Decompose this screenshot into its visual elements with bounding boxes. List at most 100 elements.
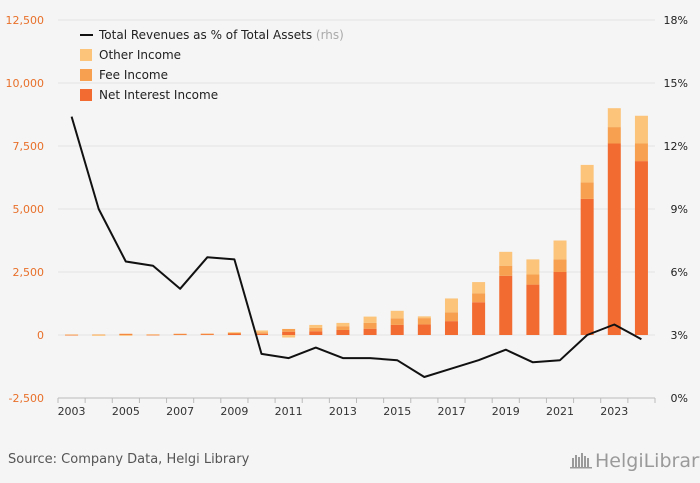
bar-segment [580,182,594,199]
bar-segment [472,282,486,294]
bar-segment [282,335,296,338]
bar-segment [336,326,350,330]
bar-segment [634,161,648,335]
bar-segment [336,329,350,335]
legend-axis-note: (rhs) [316,28,344,42]
x-tick-label: 2011 [275,405,303,418]
bar-segment [119,334,133,336]
bar-segment [417,318,431,325]
brand-name: HelgiLibrary [595,450,700,472]
bar-segment [227,332,241,334]
legend-swatch [80,49,92,61]
bar-segment [417,324,431,335]
x-tick-label: 2005 [112,405,140,418]
bar-segment [227,332,241,334]
x-tick-label: 2015 [383,405,411,418]
y-tick-label-left: 0 [37,329,44,342]
bar-segment [119,335,133,336]
legend-swatch [80,69,92,81]
bar-segment [146,334,160,336]
y-tick-label-left: 2,500 [13,266,45,279]
bar-segment [255,333,269,335]
bar-segment [607,143,621,335]
bar-segment [363,328,377,335]
bar-segment [173,333,187,335]
bar-segment [417,316,431,319]
y-tick-label-right: 3% [671,329,688,342]
bar-segment [227,333,241,335]
bar-segment [173,334,187,336]
line-series [70,116,642,378]
bar-segment [607,108,621,128]
library-icon [570,453,592,469]
bar-segment [526,259,540,275]
bar-segment [580,198,594,335]
bar-segment [255,332,269,334]
bar-segment [309,327,323,332]
bar-segment [92,335,106,336]
bar-segment [390,324,404,335]
legend-swatch [80,89,92,101]
bar-segment [444,298,458,313]
helgi-library-logo: HelgiLibrary [570,450,700,472]
axes: -2,500 0 2,500 5,000 7,500 10,000 12,500 0% 3% 6%… [6,14,689,418]
legend-label: Total Revenues as % of Total Assets (rhs… [98,28,344,42]
y-tick-label-left: 10,000 [6,77,45,90]
bar-segment [499,265,513,276]
y-tick-label-right: 12% [664,140,688,153]
line-path [70,116,642,378]
y-tick-label-left: 12,500 [6,14,45,27]
y-tick-label-right: 6% [671,266,688,279]
bar-segment [65,334,79,336]
bar-segment [200,333,214,335]
bar-segment [309,331,323,335]
bar-segment [390,318,404,325]
bar-segment [255,330,269,333]
x-tick-label: 2013 [329,405,357,418]
bar-segment [363,322,377,329]
bar-segment [607,127,621,144]
legend-label: Other Income [99,48,181,62]
y-tick-label-right: 15% [664,77,688,90]
bar-segment [634,115,648,144]
y-tick-label-left: -2,500 [9,392,44,405]
bar-segment [363,316,377,323]
bar-segment [472,293,486,303]
legend-label: Fee Income [99,68,168,82]
x-tick-label: 2021 [546,405,574,418]
bar-segment [499,275,513,335]
y-tick-label-left: 7,500 [13,140,45,153]
bar-segment [309,324,323,328]
y-tick-label-left: 5,000 [13,203,45,216]
bar-segment [282,328,296,332]
bar-segment [526,274,540,285]
bar-segment [553,240,567,260]
x-tick-label: 2009 [220,405,248,418]
bar-segment [444,321,458,335]
bar-segment [444,312,458,322]
bar-segment [580,164,594,183]
legend-label: Net Interest Income [99,88,218,102]
x-tick-label: 2019 [492,405,520,418]
bar-segment [634,143,648,162]
x-tick-label: 2023 [600,405,628,418]
legend: Total Revenues as % of Total Assets (rhs… [80,28,344,102]
bar-segment [119,333,133,335]
bar-segment [282,331,296,335]
source-note: Source: Company Data, Helgi Library [8,452,250,467]
y-tick-label-right: 0% [671,392,688,405]
x-tick-label: 2007 [166,405,194,418]
y-tick-label-right: 18% [664,14,688,27]
bar-segment [553,259,567,272]
bar-segment [92,334,106,336]
bar-segment [472,302,486,335]
bar-segment [553,272,567,335]
x-tick-label: 2003 [58,405,86,418]
bar-segment [390,310,404,319]
y-tick-label-right: 9% [671,203,688,216]
x-tick-label: 2017 [437,405,465,418]
bars [65,108,648,338]
bar-segment [499,251,513,266]
bar-segment [526,284,540,335]
